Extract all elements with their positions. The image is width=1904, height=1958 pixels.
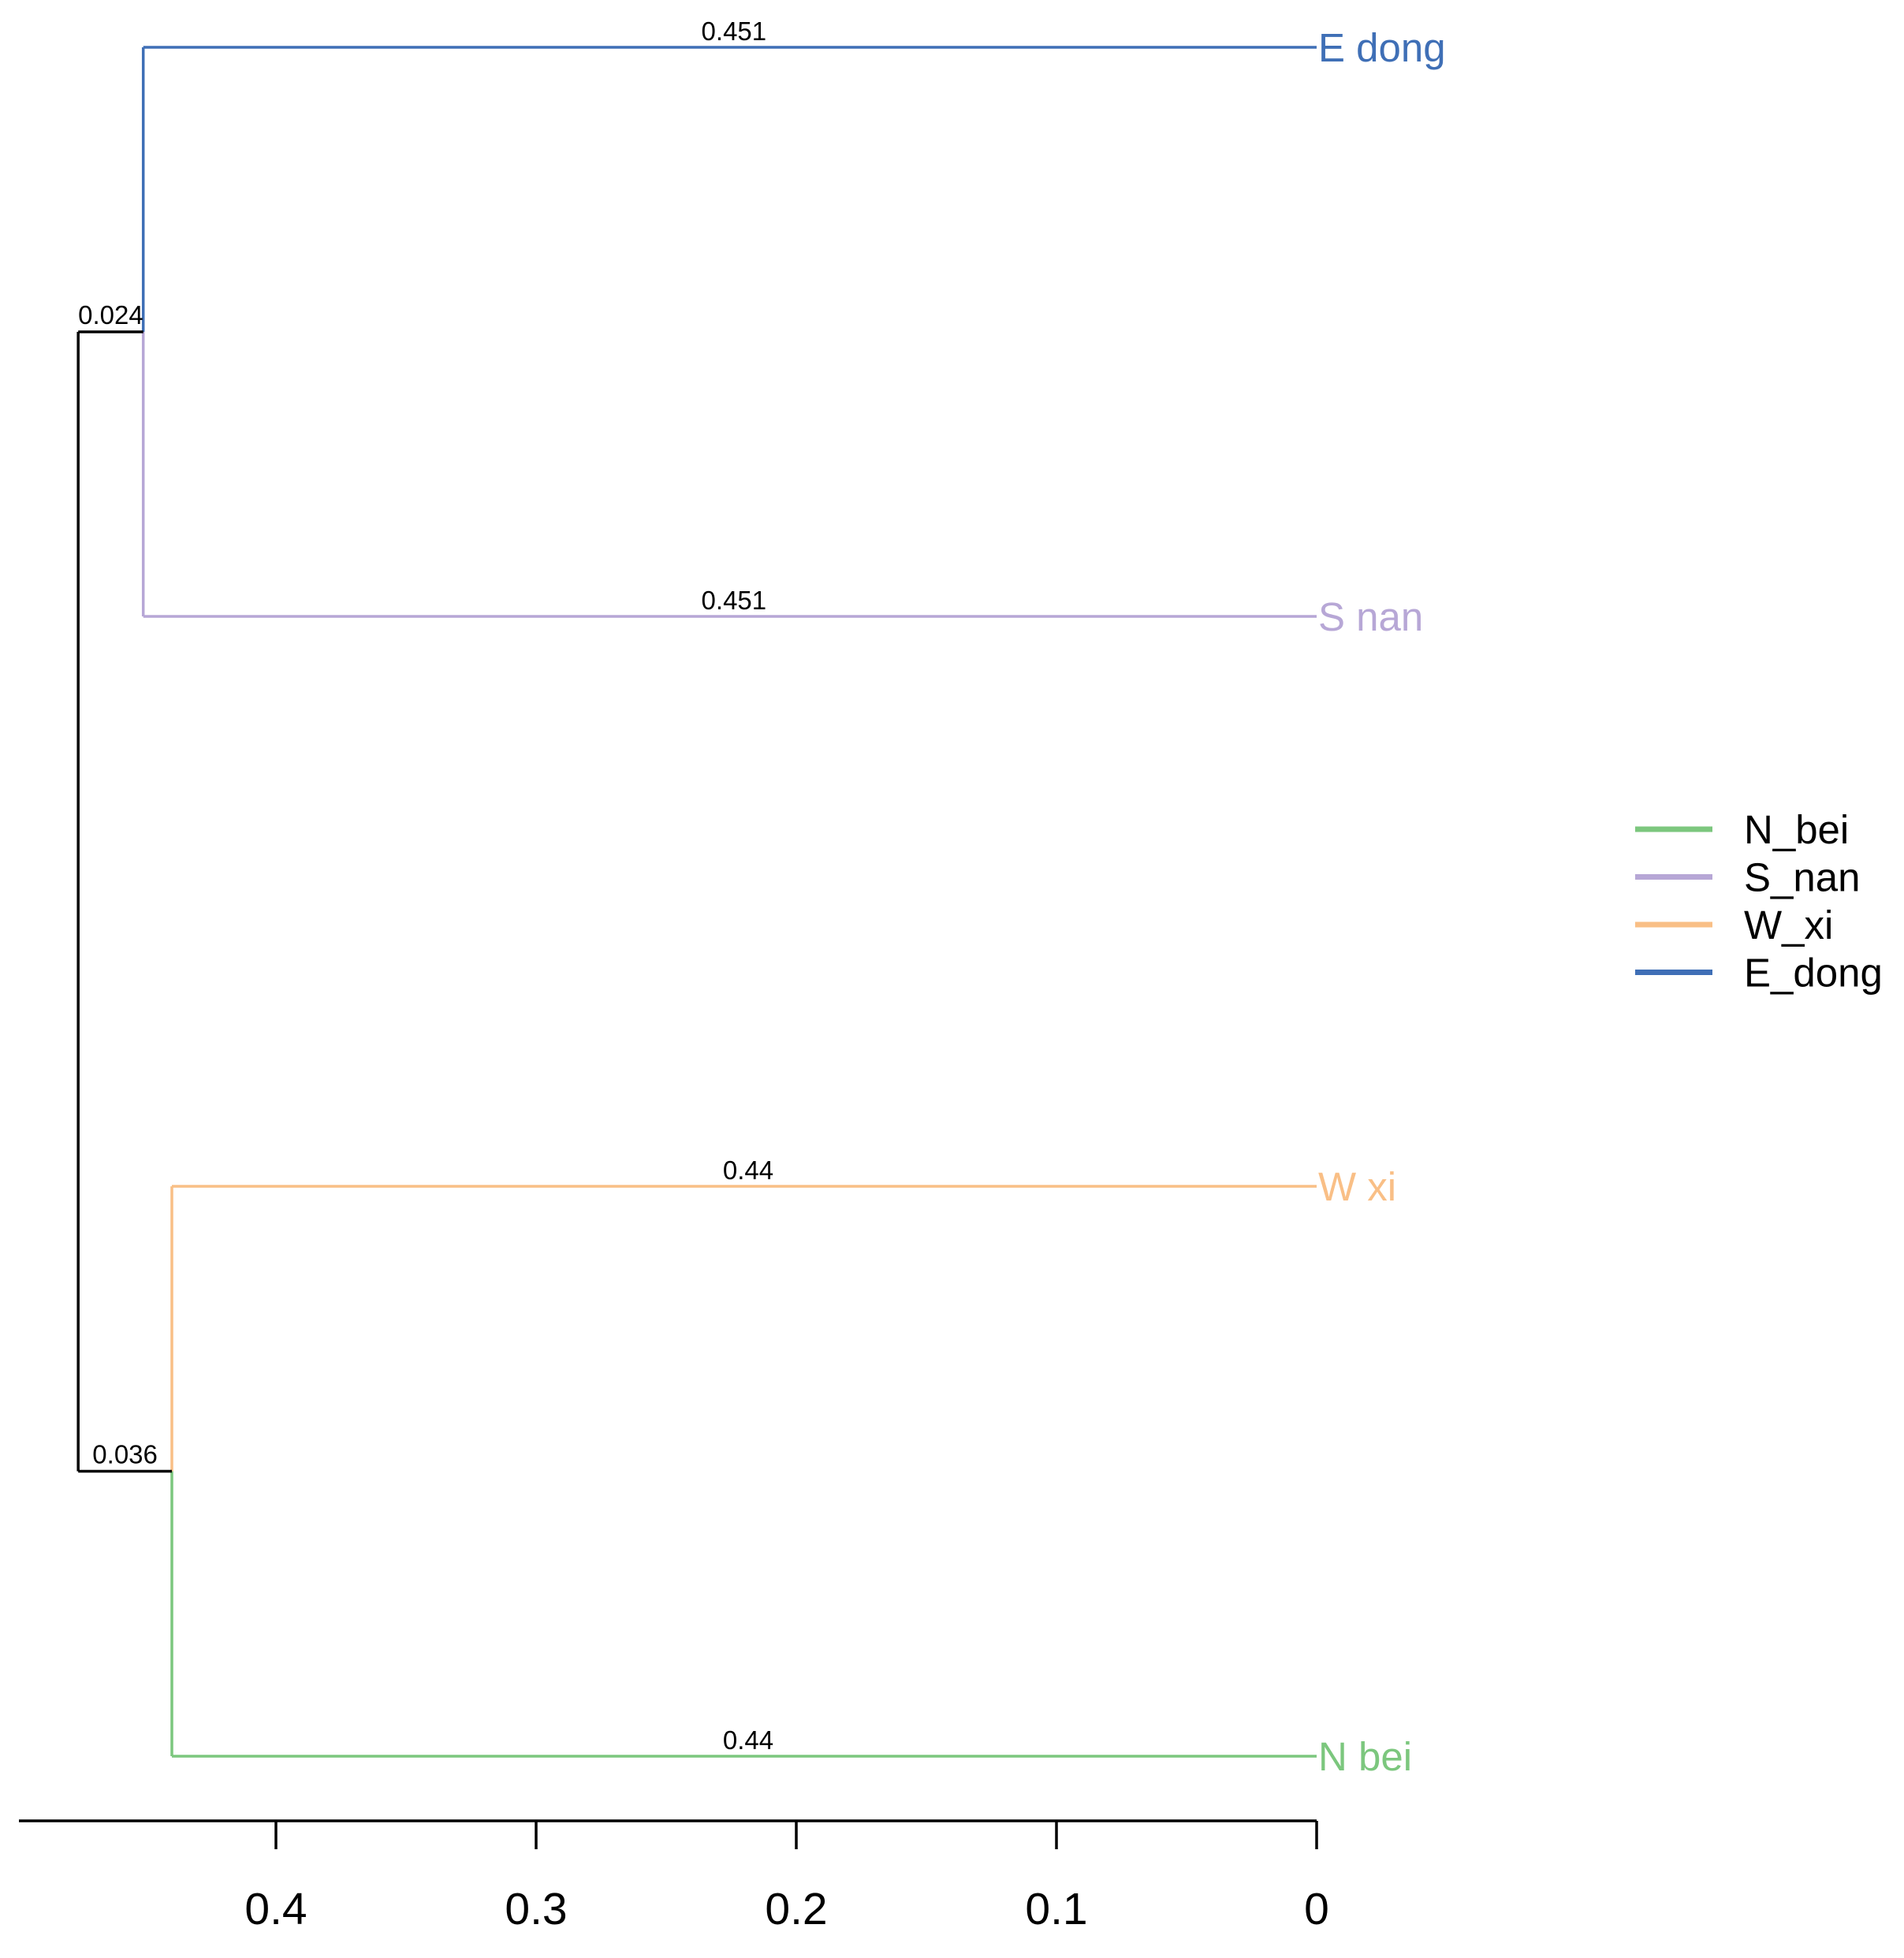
tip-label: N bei	[1318, 1734, 1412, 1779]
legend-label: N_bei	[1744, 807, 1849, 852]
branch-length-label: 0.451	[702, 586, 767, 615]
x-axis: 0.4 0.3 0.2 0.1 0	[19, 1819, 1329, 1934]
axis-tick-label: 0.2	[765, 1884, 827, 1934]
internal-branch-label: 0.036	[92, 1440, 158, 1469]
axis-tick-label: 0.4	[244, 1884, 307, 1934]
branch-length-label: 0.44	[723, 1725, 773, 1755]
legend-label: W_xi	[1744, 903, 1833, 947]
branch-length-label: 0.451	[702, 17, 767, 46]
branch-length-label: 0.44	[723, 1156, 773, 1185]
axis-tick-label: 0.3	[505, 1884, 567, 1934]
legend-label: S_nan	[1744, 855, 1860, 900]
axis-tick-label: 0.1	[1025, 1884, 1087, 1934]
tip-label: W xi	[1318, 1164, 1396, 1209]
tip-label: E dong	[1318, 25, 1446, 70]
legend-label: E_dong	[1744, 951, 1883, 996]
tip-label: S nan	[1318, 594, 1423, 639]
tree-layer: 0.451 E dong 0.451 S nan 0.024 0.44 W xi 0.44 N …	[76, 17, 1446, 1779]
axis-tick-label: 0	[1304, 1884, 1329, 1934]
internal-branch-label: 0.024	[78, 300, 143, 329]
